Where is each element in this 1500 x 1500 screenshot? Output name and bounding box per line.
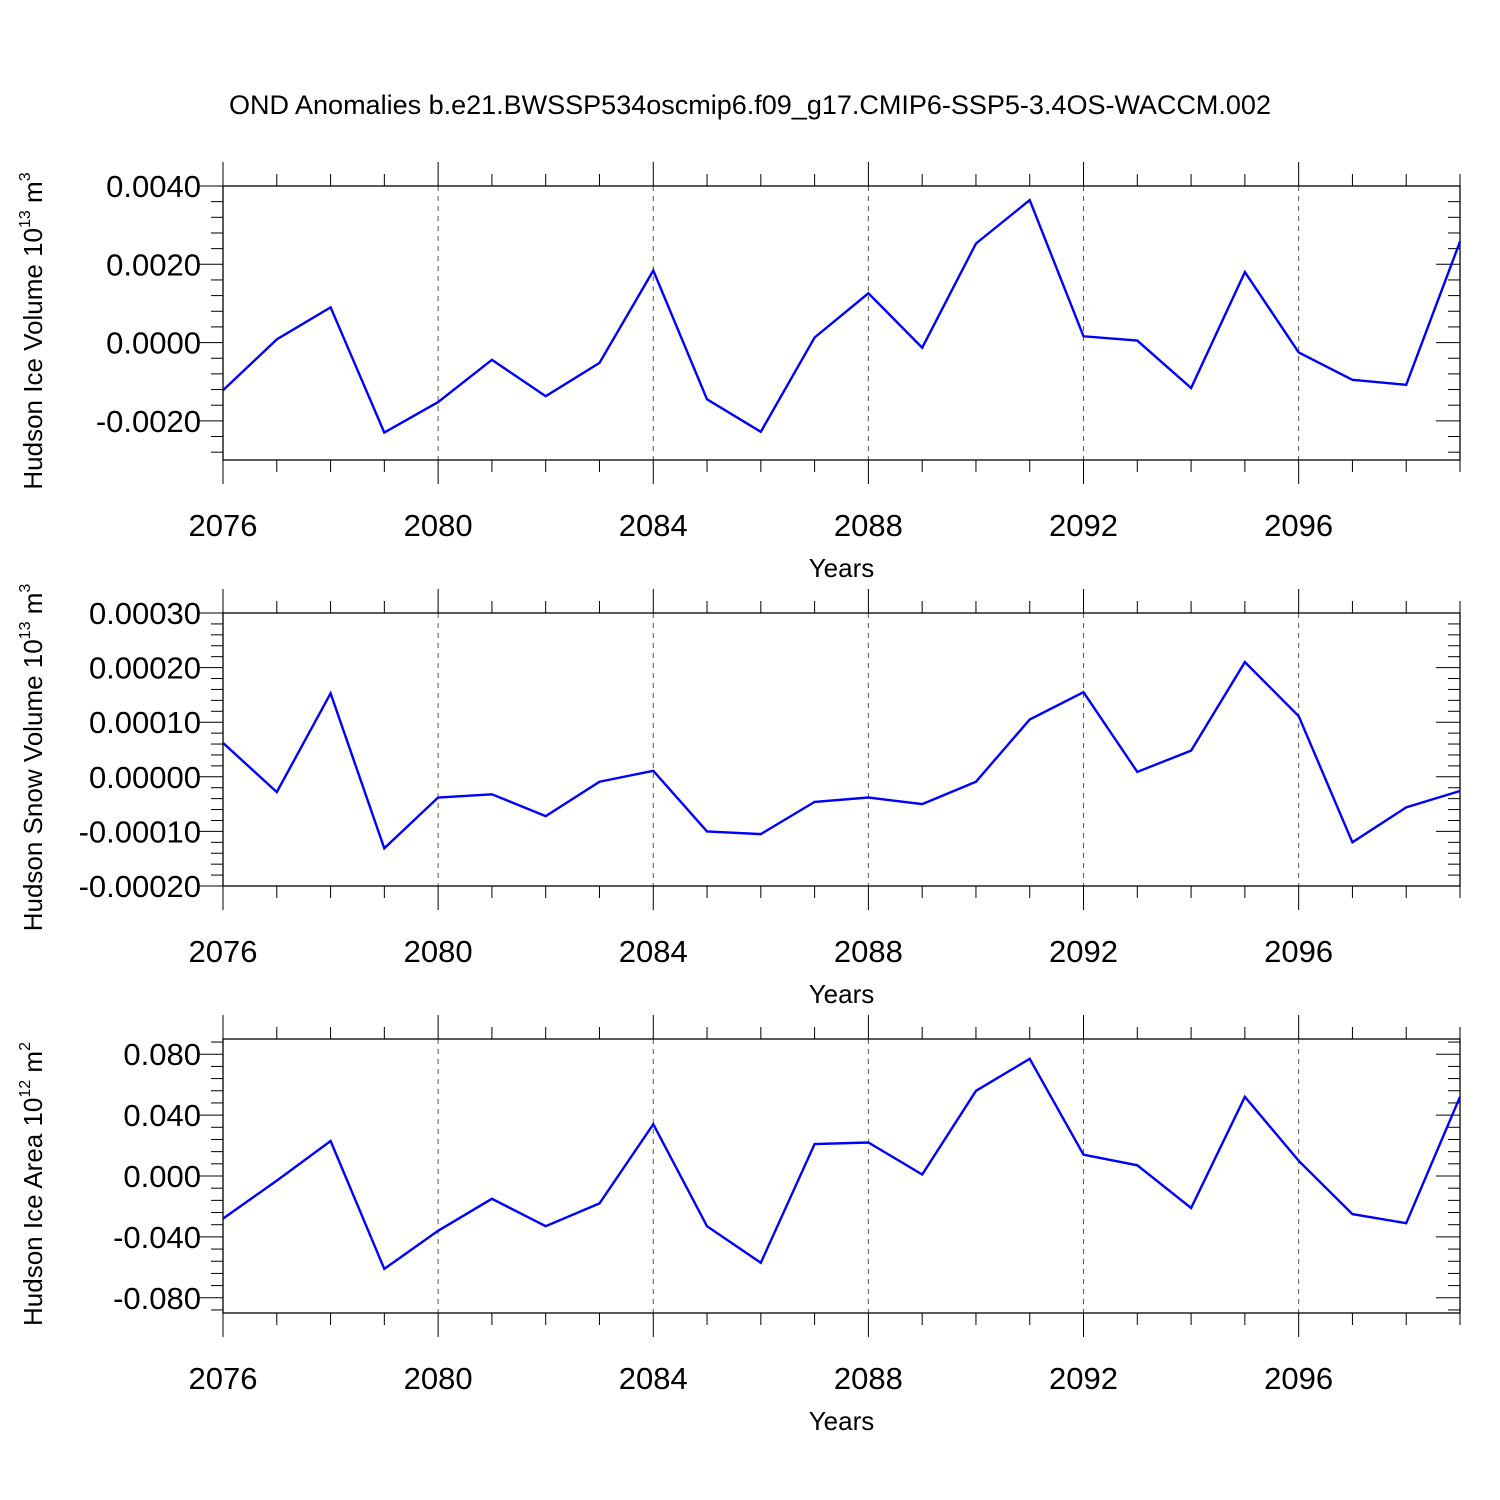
y-tick-label: -0.00020 <box>79 869 201 904</box>
plot-frame <box>222 1038 1461 1314</box>
x-tick-label: 2080 <box>404 508 473 543</box>
chart-panel-1: 2076 2080 2084 2088 2092 2096 -0.0020 0.0000 0.0… <box>17 162 1462 583</box>
x-tick-label: 2092 <box>1049 508 1118 543</box>
chart-panel-3: 2076 2080 2084 2088 2092 2096 -0.080 -0.040 0.00… <box>17 1015 1462 1436</box>
y-tick-label: -0.040 <box>113 1220 201 1255</box>
y-tick-label: 0.0020 <box>106 247 201 282</box>
y-tick-label: 0.00000 <box>89 760 201 795</box>
figure-title: OND Anomalies b.e21.BWSSP534oscmip6.f09_… <box>229 90 1271 120</box>
y-tick-label: 0.0040 <box>106 169 201 204</box>
x-tick-label: 2096 <box>1264 1361 1333 1396</box>
x-tick-label: 2084 <box>619 934 688 969</box>
y-tick-label: 0.080 <box>123 1037 201 1072</box>
x-tick-label: 2076 <box>189 934 258 969</box>
x-tick-label: 2084 <box>619 508 688 543</box>
x-tick-label: 2076 <box>189 508 258 543</box>
x-tick-label: 2088 <box>834 508 903 543</box>
y-tick-label: 0.040 <box>123 1098 201 1133</box>
x-tick-label: 2096 <box>1264 934 1333 969</box>
series-line <box>222 198 1462 435</box>
y-axis-title: Hudson Ice Volume 1013 m3 <box>17 172 48 489</box>
y-axis-title: Hudson Snow Volume 1013 m3 <box>17 584 48 932</box>
y-tick-label: 0.0000 <box>106 326 201 361</box>
series-line <box>222 1057 1462 1271</box>
y-tick-label: 0.00010 <box>89 705 201 740</box>
x-tick-label: 2092 <box>1049 934 1118 969</box>
x-axis-title: Years <box>809 979 875 1009</box>
plot-frame <box>222 612 1461 887</box>
series-line <box>222 660 1461 851</box>
x-axis-title: Years <box>809 1406 875 1436</box>
y-tick-label: -0.080 <box>113 1281 201 1316</box>
y-axis-title: Hudson Ice Area 1012 m2 <box>17 1042 48 1326</box>
x-tick-label: 2096 <box>1264 508 1333 543</box>
x-tick-label: 2080 <box>404 934 473 969</box>
y-tick-label: -0.0020 <box>96 404 201 439</box>
y-tick-label: 0.00030 <box>89 596 201 631</box>
x-tick-label: 2080 <box>404 1361 473 1396</box>
plot-frame <box>222 185 1461 461</box>
y-tick-label: 0.00020 <box>89 651 201 686</box>
x-tick-label: 2088 <box>834 1361 903 1396</box>
y-tick-label: 0.000 <box>123 1159 201 1194</box>
x-tick-label: 2076 <box>189 1361 258 1396</box>
x-tick-label: 2088 <box>834 934 903 969</box>
x-axis-title: Years <box>809 553 875 583</box>
y-tick-label: -0.00010 <box>79 814 201 849</box>
x-tick-label: 2084 <box>619 1361 688 1396</box>
chart-panel-2: 2076 2080 2084 2088 2092 2096 -0.00020 -0.00010… <box>17 584 1461 1009</box>
x-tick-label: 2092 <box>1049 1361 1118 1396</box>
panels: 2076 2080 2084 2088 2092 2096 -0.0020 0.0000 0.0… <box>17 162 1462 1436</box>
